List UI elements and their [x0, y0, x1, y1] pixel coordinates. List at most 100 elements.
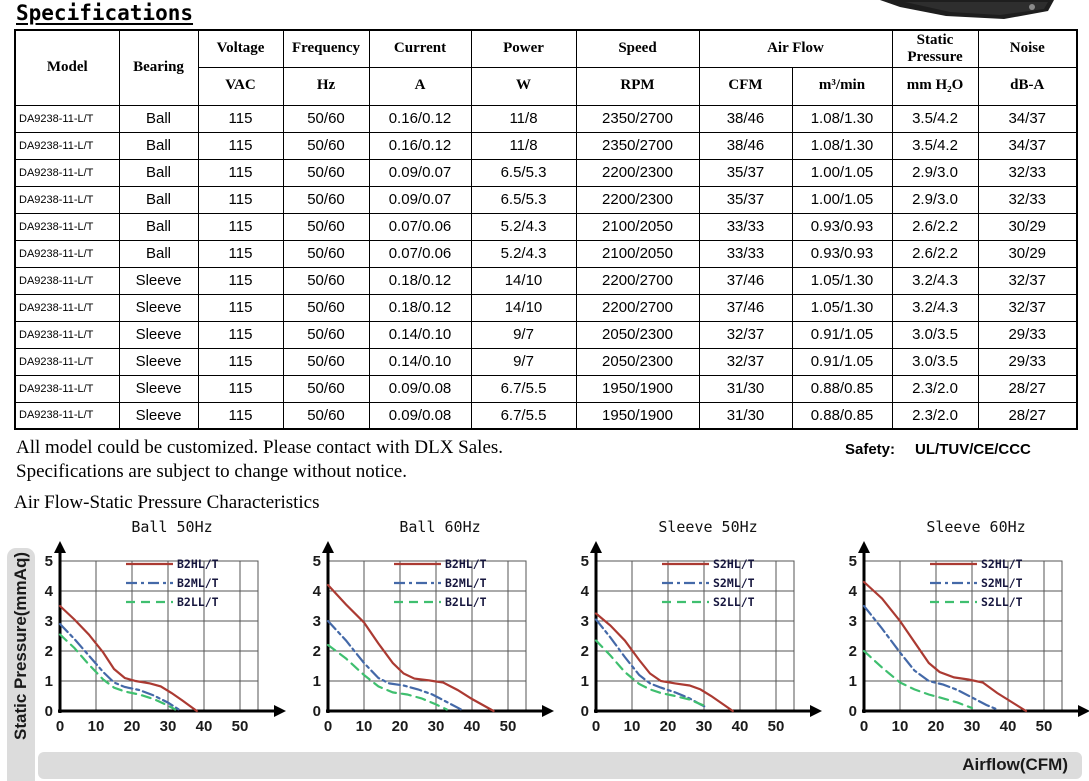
value-cell: 33/33 — [698, 239, 793, 268]
value-cell: Sleeve — [118, 401, 199, 430]
svg-text:5: 5 — [45, 553, 53, 570]
value-cell: 50/60 — [282, 212, 370, 241]
value-cell: 38/46 — [698, 131, 793, 160]
svg-text:30: 30 — [160, 718, 177, 735]
chart-title: Ball 50Hz — [131, 518, 213, 536]
legend-label: S2HL/T — [981, 557, 1023, 571]
value-cell: 115 — [197, 293, 284, 322]
svg-text:50: 50 — [768, 718, 785, 735]
value-cell: 0.16/0.12 — [368, 104, 472, 133]
model-cell: DA9238-11-L/T — [14, 374, 120, 403]
value-cell: 9/7 — [470, 320, 577, 349]
value-cell: 30/29 — [977, 212, 1078, 241]
value-cell: 2350/2700 — [575, 131, 700, 160]
value-cell: 50/60 — [282, 266, 370, 295]
value-cell: 3.5/4.2 — [891, 131, 979, 160]
svg-text:40: 40 — [1000, 718, 1017, 735]
col-header-static-pressure: Static Pressure — [891, 29, 979, 68]
value-cell: 115 — [197, 185, 284, 214]
value-cell: 1.08/1.30 — [791, 131, 893, 160]
value-cell: 115 — [197, 104, 284, 133]
value-cell: 0.16/0.12 — [368, 131, 472, 160]
value-cell: 6.5/5.3 — [470, 185, 577, 214]
svg-text:50: 50 — [232, 718, 249, 735]
series-curve — [594, 618, 709, 710]
value-cell: 31/30 — [698, 374, 793, 403]
model-cell: DA9238-11-L/T — [14, 293, 120, 322]
legend-label: B2ML/T — [445, 576, 487, 590]
svg-text:10: 10 — [624, 718, 641, 735]
value-cell: 32/33 — [977, 185, 1078, 214]
value-cell: Ball — [118, 185, 199, 214]
col-header-frequency: Frequency — [282, 29, 370, 68]
table-row: DA9238-11-L/T Sleeve 115 50/60 0.14/0.10 9/7 2… — [14, 320, 1078, 349]
value-cell: 33/33 — [698, 212, 793, 241]
value-cell: 50/60 — [282, 347, 370, 376]
unit-airflow-cfm: CFM — [698, 66, 793, 106]
col-header-voltage: Voltage — [197, 29, 284, 68]
svg-text:20: 20 — [660, 718, 677, 735]
value-cell: 0.93/0.93 — [791, 239, 893, 268]
note-specs-change: Specifications are subject to change wit… — [16, 461, 407, 482]
value-cell: 1.08/1.30 — [791, 104, 893, 133]
value-cell: 11/8 — [470, 104, 577, 133]
value-cell: 50/60 — [282, 158, 370, 187]
table-row: DA9238-11-L/T Sleeve 115 50/60 0.14/0.10 9/7 2… — [14, 347, 1078, 376]
chart-panel: Ball 50Hz 0 10 20 30 40 50 0 1 2 3 4 5 B2HL/T B2ML/T B2… — [26, 518, 288, 747]
chart-plot: 0 10 20 30 40 50 0 1 2 3 4 5 B2HL/T B2ML/T B2LL/T — [313, 541, 554, 735]
spec-table-header: Model Bearing Voltage Frequency Current … — [14, 29, 1078, 106]
value-cell: Sleeve — [118, 347, 199, 376]
value-cell: 3.0/3.5 — [891, 347, 979, 376]
series-curve — [594, 639, 706, 707]
col-header-current: Current — [368, 29, 472, 68]
model-cell: DA9238-11-L/T — [14, 185, 120, 214]
svg-text:2: 2 — [45, 643, 53, 660]
series-curve — [58, 633, 177, 711]
value-cell: 0.09/0.08 — [368, 374, 472, 403]
value-cell: 37/46 — [698, 266, 793, 295]
model-cell: DA9238-11-L/T — [14, 131, 120, 160]
svg-text:4: 4 — [45, 583, 54, 600]
col-header-speed: Speed — [575, 29, 700, 68]
svg-text:1: 1 — [581, 673, 589, 690]
value-cell: 37/46 — [698, 293, 793, 322]
value-cell: 34/37 — [977, 131, 1078, 160]
series-curve — [862, 580, 1028, 713]
value-cell: 32/33 — [977, 158, 1078, 187]
value-cell: 1.05/1.30 — [791, 266, 893, 295]
value-cell: 6.5/5.3 — [470, 158, 577, 187]
series-curve — [862, 604, 999, 711]
value-cell: 3.2/4.3 — [891, 293, 979, 322]
table-row: DA9238-11-L/T Sleeve 115 50/60 0.18/0.12 14/1… — [14, 266, 1078, 295]
legend-label: S2ML/T — [713, 576, 755, 590]
value-cell: 0.09/0.07 — [368, 185, 472, 214]
value-cell: 115 — [197, 401, 284, 430]
value-cell: 2200/2300 — [575, 185, 700, 214]
value-cell: Sleeve — [118, 266, 199, 295]
series-curve — [594, 612, 734, 713]
value-cell: 50/60 — [282, 185, 370, 214]
legend-label: B2ML/T — [177, 576, 219, 590]
series-curve — [862, 649, 974, 710]
value-cell: 11/8 — [470, 131, 577, 160]
svg-text:0: 0 — [313, 703, 321, 720]
unit-voltage: VAC — [197, 66, 284, 106]
value-cell: 50/60 — [282, 401, 370, 430]
svg-text:20: 20 — [392, 718, 409, 735]
value-cell: 32/37 — [698, 320, 793, 349]
chart-plot: 0 10 20 30 40 50 0 1 2 3 4 5 S2HL/T S2ML/T S2LL/T — [849, 541, 1089, 735]
value-cell: 50/60 — [282, 131, 370, 160]
value-cell: 2.3/2.0 — [891, 401, 979, 430]
svg-text:2: 2 — [313, 643, 321, 660]
value-cell: 0.88/0.85 — [791, 401, 893, 430]
value-cell: 2050/2300 — [575, 347, 700, 376]
value-cell: 50/60 — [282, 239, 370, 268]
svg-text:5: 5 — [581, 553, 589, 570]
value-cell: 2100/2050 — [575, 239, 700, 268]
value-cell: 2200/2700 — [575, 266, 700, 295]
series-curve — [326, 583, 495, 713]
page-title: Specifications — [16, 1, 194, 25]
model-cell: DA9238-11-L/T — [14, 401, 120, 430]
svg-text:3: 3 — [45, 613, 53, 630]
value-cell: 34/37 — [977, 104, 1078, 133]
